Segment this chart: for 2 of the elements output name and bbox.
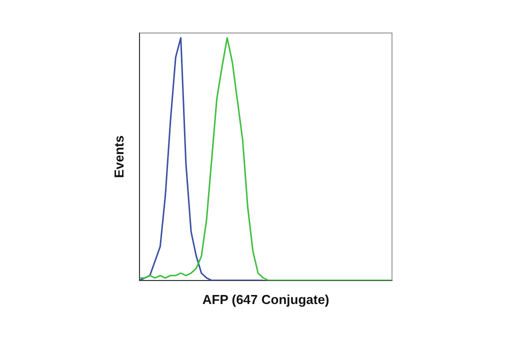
y-axis-title: Events xyxy=(111,135,126,178)
x-axis-title: AFP (647 Conjugate) xyxy=(202,292,330,307)
